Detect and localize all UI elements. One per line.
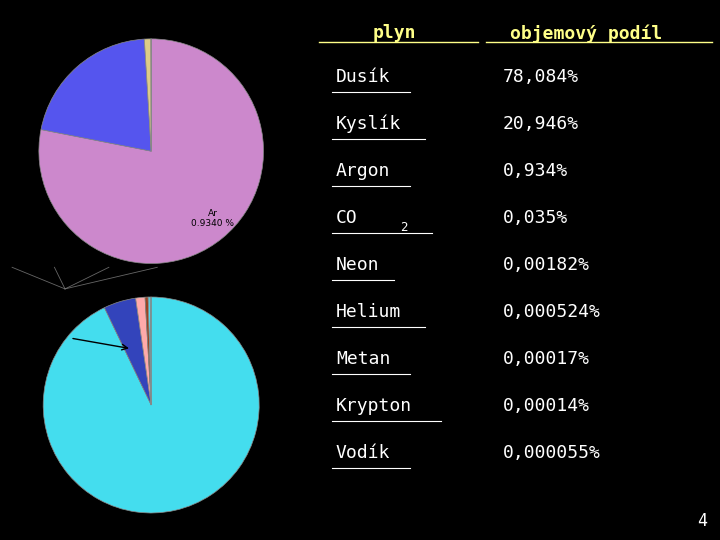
Wedge shape	[39, 39, 264, 264]
Text: 0,00182%: 0,00182%	[503, 255, 590, 274]
Text: objemový podíl: objemový podíl	[510, 24, 662, 43]
Text: 0,035%: 0,035%	[503, 208, 568, 227]
Wedge shape	[104, 298, 151, 405]
Text: 20,946%: 20,946%	[503, 114, 579, 133]
Text: Neon: Neon	[336, 255, 379, 274]
Wedge shape	[135, 297, 151, 405]
Text: CO₂
0.035 %: CO₂ 0.035 %	[282, 390, 312, 409]
Text: He
0.000524 %: He 0.000524 %	[253, 490, 298, 510]
Text: Ne
0.001818 %: Ne 0.001818 %	[258, 465, 304, 485]
Text: Vodík: Vodík	[336, 443, 390, 462]
Text: 78,084%: 78,084%	[503, 68, 579, 86]
Wedge shape	[148, 297, 151, 405]
Text: 0.037680 %: 0.037680 %	[0, 320, 35, 329]
Text: O₂
20.946 %: O₂ 20.946 %	[264, 125, 307, 144]
Text: Ar
0.9340 %: Ar 0.9340 %	[192, 209, 235, 228]
Text: Metan: Metan	[336, 349, 390, 368]
Text: 2: 2	[400, 221, 408, 234]
Text: Dusík: Dusík	[336, 68, 390, 86]
Text: plyn: plyn	[372, 24, 416, 42]
Wedge shape	[43, 297, 259, 513]
Wedge shape	[145, 297, 151, 405]
Text: CO: CO	[336, 208, 358, 227]
Text: Argon: Argon	[336, 161, 390, 180]
Text: N₂
78.084 %: N₂ 78.084 %	[124, 0, 167, 15]
Text: 0,000524%: 0,000524%	[503, 302, 600, 321]
Text: Kyslík: Kyslík	[336, 114, 401, 133]
Text: Helium: Helium	[336, 302, 401, 321]
Wedge shape	[41, 39, 151, 151]
Text: 0,934%: 0,934%	[503, 161, 568, 180]
Text: 0,000055%: 0,000055%	[503, 443, 600, 462]
Text: Krypton: Krypton	[336, 396, 412, 415]
Text: 0,00017%: 0,00017%	[503, 349, 590, 368]
Wedge shape	[144, 39, 151, 151]
Text: H₂
0.000055 %: H₂ 0.000055 %	[0, 465, 17, 485]
Text: 0,00014%: 0,00014%	[503, 396, 590, 415]
Text: 4: 4	[698, 512, 708, 530]
Wedge shape	[150, 297, 151, 405]
